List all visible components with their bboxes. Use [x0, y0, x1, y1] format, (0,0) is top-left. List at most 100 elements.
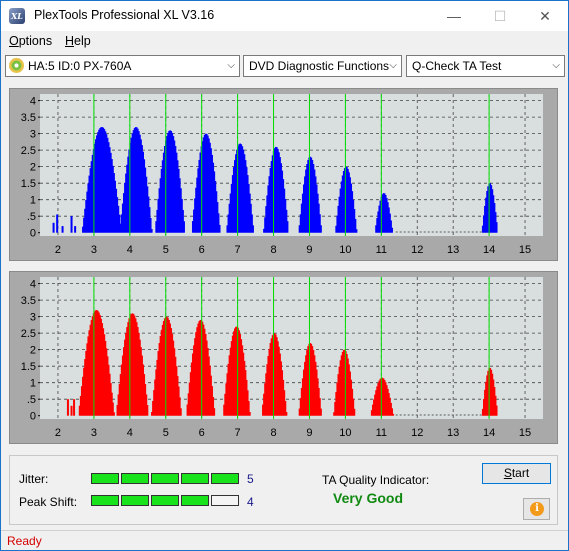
histogram-bar	[144, 167, 147, 233]
test-select[interactable]: Q-Check TA Test ⌵	[406, 55, 565, 77]
histogram-bar	[155, 369, 157, 416]
histogram-bar	[169, 130, 171, 233]
histogram-bar	[93, 143, 96, 233]
histogram-bar	[347, 168, 349, 233]
histogram-bar	[85, 350, 87, 416]
histogram-bar	[492, 379, 495, 416]
histogram-bar	[132, 130, 135, 233]
histogram-bar	[171, 333, 174, 416]
histogram-bar	[210, 375, 212, 416]
histogram-bar	[189, 372, 192, 416]
function-select[interactable]: DVD Diagnostic Functions ⌵	[243, 55, 402, 77]
histogram-bar	[125, 332, 127, 416]
histogram-bar	[100, 127, 102, 233]
histogram-bar	[180, 408, 182, 416]
histogram-bar	[122, 347, 125, 416]
histogram-bar	[335, 392, 337, 416]
meter-segment	[91, 473, 119, 484]
histogram-bar	[82, 376, 84, 416]
histogram-bar	[94, 139, 97, 233]
menu-options[interactable]: Options	[9, 34, 52, 48]
histogram-bar	[376, 218, 378, 233]
peak-shift-meter	[91, 495, 241, 506]
histogram-bar	[370, 410, 373, 416]
maximize-button[interactable]: ☐	[493, 8, 507, 24]
histogram-bar	[207, 347, 209, 416]
histogram-bar	[173, 348, 176, 416]
histogram-bar	[131, 313, 134, 416]
peak-shift-value: 4	[247, 495, 254, 509]
histogram-bar	[227, 214, 230, 233]
histogram-bar	[96, 135, 98, 233]
histogram-bar	[139, 339, 141, 416]
jitter-label: Jitter:	[19, 472, 49, 486]
close-button[interactable]: ✕	[539, 8, 551, 24]
optical-drive-icon	[9, 58, 24, 73]
histogram-bar	[375, 390, 377, 416]
histogram-bar	[141, 355, 143, 416]
histogram-bar	[146, 186, 149, 233]
histogram-bar	[351, 388, 354, 416]
histogram-bar	[117, 205, 120, 233]
device-select[interactable]: HA:5 ID:0 PX-760A ⌵	[5, 55, 240, 77]
y-tick-label: 3.5	[21, 295, 36, 307]
histogram-bar	[299, 398, 302, 416]
histogram-bar	[389, 397, 391, 416]
histogram-bar	[87, 336, 90, 416]
histogram-bar	[491, 189, 494, 233]
start-button[interactable]: Start	[482, 463, 551, 484]
histogram-bar	[113, 412, 115, 416]
histogram-bar	[106, 356, 109, 416]
minimize-button[interactable]: —	[447, 8, 461, 24]
histogram-bar	[93, 311, 96, 416]
y-tick-label: .5	[27, 211, 36, 223]
histogram-bar	[338, 366, 341, 416]
histogram-bar	[494, 212, 497, 233]
histogram-bar	[238, 330, 240, 416]
y-tick-label: 0	[30, 228, 36, 240]
histogram-bar	[482, 398, 485, 416]
function-select-value: DVD Diagnostic Functions	[249, 59, 390, 73]
histogram-bar	[285, 209, 288, 233]
histogram-bar	[159, 178, 162, 233]
histogram-bar	[214, 180, 217, 233]
histogram-bar	[161, 160, 164, 233]
histogram-bar	[90, 320, 93, 416]
histogram-bar	[91, 316, 94, 416]
histogram-bar	[127, 322, 129, 416]
menu-help[interactable]: Help	[65, 34, 91, 48]
x-tick-label: 5	[163, 244, 169, 256]
histogram-bar	[100, 318, 102, 416]
histogram-bar	[190, 362, 193, 416]
histogram-bar	[313, 355, 316, 416]
histogram-bar	[349, 177, 351, 233]
histogram-bar	[180, 188, 182, 233]
histogram-bar	[85, 200, 87, 233]
histogram-bar	[313, 169, 316, 233]
histogram-bar	[167, 317, 169, 416]
histogram-bar	[151, 229, 153, 233]
histogram-bar	[271, 155, 274, 233]
histogram-bar	[373, 399, 375, 416]
histogram-bar	[99, 128, 101, 233]
histogram-bar	[97, 310, 99, 416]
histogram-bar	[248, 183, 250, 233]
histogram-bar	[234, 328, 236, 416]
histogram-bar	[245, 167, 248, 233]
histogram-bar	[305, 169, 307, 233]
histogram-bar	[383, 379, 386, 416]
menu-help-accelerator: H	[65, 34, 75, 48]
histogram-bar	[61, 226, 64, 233]
meter-segment	[211, 473, 239, 484]
app-logo-icon: XL	[9, 8, 25, 24]
histogram-bar	[140, 139, 142, 233]
histogram-bar	[350, 379, 353, 416]
histogram-bar	[157, 198, 160, 233]
window-title: PlexTools Professional XL V3.16	[34, 8, 215, 22]
x-tick-label: 2	[55, 244, 61, 256]
info-button[interactable]: i	[523, 498, 550, 520]
start-label: tart	[511, 466, 530, 480]
histogram-bar	[317, 193, 319, 233]
histogram-bar	[128, 149, 130, 233]
histogram-bar	[98, 129, 100, 233]
